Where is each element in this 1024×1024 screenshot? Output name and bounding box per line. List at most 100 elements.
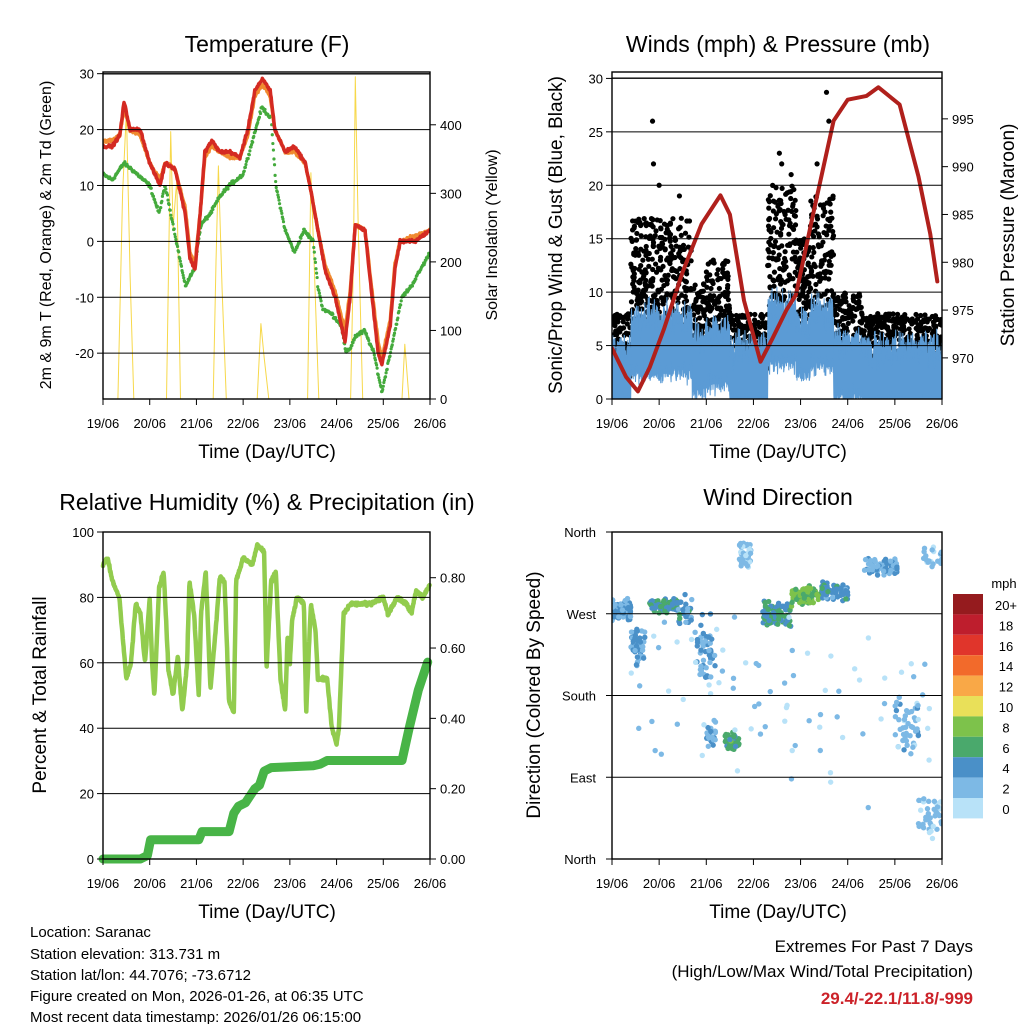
dewpoint-point [314,271,319,275]
gust-point [685,244,691,250]
wind-direction-point [636,725,642,732]
pressure-line [612,85,940,394]
extremes-subtitle: (High/Low/Max Wind/Total Precipitation) [672,962,973,981]
gust-point [704,284,710,290]
dewpoint-point [319,299,323,303]
gust-point [827,269,833,276]
wind-direction-point [657,603,664,610]
gust-point [662,247,668,253]
gust-point [773,185,779,191]
gust-point [765,223,772,229]
gust-point [624,321,630,327]
gust-point [796,296,802,303]
gust-point [815,273,821,279]
gust-point [667,231,674,238]
wind-direction-point [775,600,782,607]
wind-direction-point [698,647,704,653]
gust-point [850,293,857,299]
gust-point [707,308,713,314]
wind-direction-point [709,636,715,642]
gust-point [725,282,731,289]
dewpoint-point [182,276,186,280]
humidity-ylabel: Percent & Total Rainfall [30,596,51,793]
dewpoint-point [369,345,374,349]
dewpoint-point [167,202,171,207]
wind-direction-point [707,690,714,697]
dewpoint-point [249,143,254,147]
dewpoint-point [280,211,284,216]
dewpoint-point [248,149,252,153]
gust-point [776,150,782,156]
gust-point [813,281,819,288]
wind-direction-point [817,747,823,754]
wind-direction-point [731,733,737,740]
wind-direction-point [700,642,706,648]
dewpoint-point [252,134,256,139]
wind-direction-point [926,757,932,763]
gust-point [790,201,796,207]
wind-direction-point [789,647,795,654]
dewpoint-point [392,331,397,335]
legend-swatch [953,716,983,737]
wind-direction-point [737,556,743,563]
gust-point [886,317,892,323]
gust-point [631,223,638,229]
dewpoint-point [312,250,316,254]
wind-direction-point [929,547,935,553]
winds-xtick-label: 20/06 [643,416,676,431]
wind-direction-point [707,659,713,666]
gust-point [829,249,835,255]
dewpoint-point [388,354,392,358]
gust-point [875,312,881,318]
wind-direction-point [633,662,640,668]
gust-point [617,325,623,331]
dewpoint-point [161,192,165,196]
wind-direction-point [700,630,707,637]
gust-point [654,297,660,304]
gust-point [676,253,682,259]
gust-point [720,269,726,276]
wind-direction-point [732,743,739,750]
temperature-y2tick-label: 400 [440,118,462,133]
dewpoint-point [166,198,170,202]
gust-point [815,231,822,237]
gust-point [843,299,849,305]
dewpoint-point [399,303,403,307]
legend-swatch [953,634,983,656]
gust-point [777,265,783,272]
legend-label: 10 [999,700,1013,715]
wind-direction-point [699,611,706,618]
wind-direction-ytick-label: North [564,852,596,867]
gust-point [767,274,773,280]
dewpoint-point [165,193,170,197]
dewpoint-point [272,163,277,167]
wind-direction-point [804,650,811,656]
dewpoint-point [249,145,253,149]
gust-point [842,310,849,316]
winds-ytick-label: 5 [596,339,603,354]
winds-y2tick-label: 970 [952,351,974,366]
winds-xtick-label: 21/06 [690,416,723,431]
gust-point [667,238,673,244]
gust-point [885,311,891,317]
gust-point [828,209,834,215]
wind-direction-point [901,716,908,723]
temperature-ytick-label: -10 [75,290,94,305]
wind-direction-point [908,661,914,667]
gust-point [808,198,814,204]
gust-point [810,273,816,279]
wind-direction-point [711,652,718,659]
winds-xtick-label: 19/06 [596,416,629,431]
dewpoint-point [159,205,163,210]
wind-direction-point [916,823,922,830]
gust-point [824,232,830,238]
dewpoint-point [276,195,281,199]
wind-direction-point [779,603,785,610]
gust-point [861,328,867,334]
wind-direction-plot-area [612,540,942,842]
dewpoint-point [251,140,255,144]
gust-point [793,207,799,214]
gust-point [788,195,794,202]
wind-direction-point [633,643,640,649]
wind-direction-point [922,661,928,667]
